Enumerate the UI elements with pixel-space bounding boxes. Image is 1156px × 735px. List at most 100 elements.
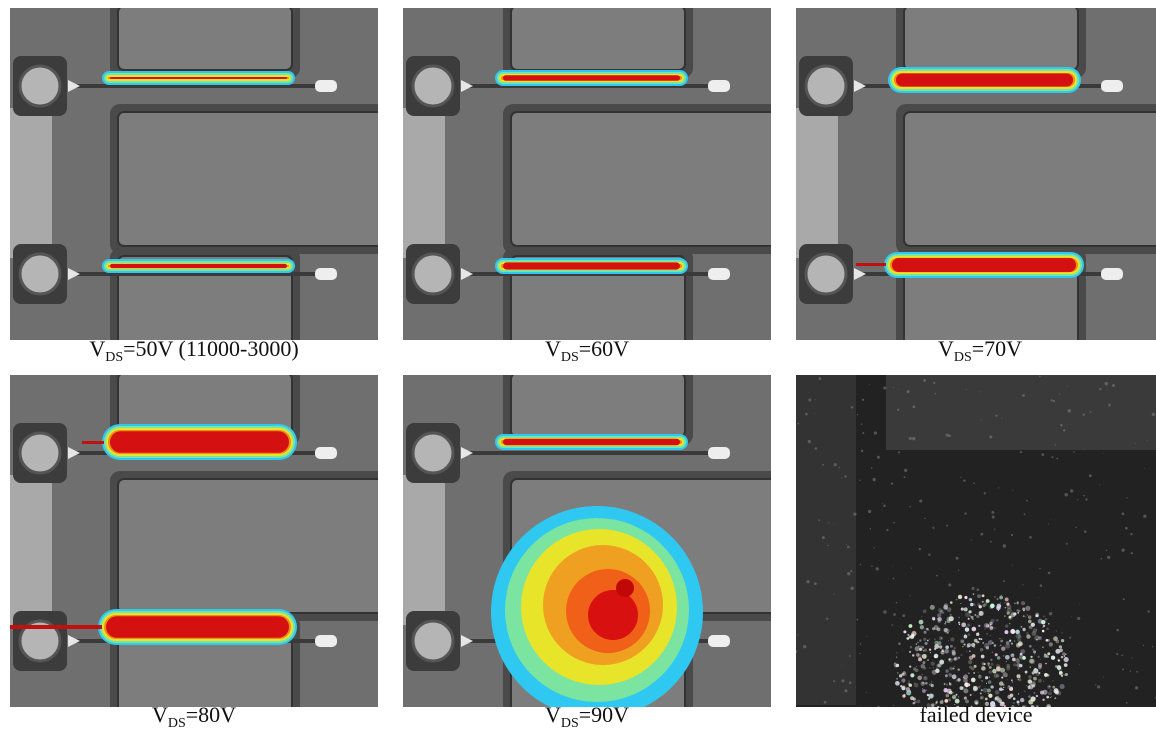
speckle [1122,512,1125,515]
speckle [1048,708,1049,709]
speckle [1060,424,1063,427]
speckle [983,688,988,693]
speckle [1044,673,1048,677]
speckle [926,690,927,691]
speckle [797,635,798,636]
speckle [988,625,990,627]
speckle [860,564,861,565]
speckle [833,524,834,525]
speckle [1013,697,1016,700]
contact [413,254,453,294]
speckle [960,639,964,643]
speckle [1079,603,1080,604]
speckle [949,616,954,621]
speckle [1028,695,1031,698]
speckle [1028,675,1031,678]
caption-value: =60V [579,336,629,361]
speckle [1147,440,1148,441]
speckle [923,631,926,634]
speckle [934,641,938,645]
speckle [1075,527,1076,528]
speckle [918,657,922,661]
speckle [1046,696,1049,699]
caption: failed device [920,702,1033,727]
speckle [1039,376,1041,378]
speckle [961,654,963,656]
speckle [1045,618,1047,620]
speckle [1034,653,1035,654]
speckle [930,605,935,610]
speckle [996,619,999,622]
speckle [844,475,846,477]
speckle [973,693,974,694]
speckle [861,450,863,452]
speckle [1002,684,1004,686]
speckle [822,464,824,466]
speckle [1107,556,1110,559]
speckle [956,557,959,560]
speckle [912,437,915,440]
emission-core [503,262,680,269]
speckle [967,683,970,686]
speckle [979,611,984,616]
contact [413,433,453,473]
speckle [949,673,951,675]
speckle [859,653,860,654]
speckle [997,656,1001,660]
speckle [1116,629,1119,632]
speckle [1001,687,1002,688]
speckle [1017,612,1019,614]
speckle [929,667,930,668]
speckle [1026,685,1027,686]
speckle [1056,640,1060,644]
speckle [990,685,993,688]
speckle [925,642,928,645]
speckle [1006,602,1009,605]
speckle [1143,515,1146,518]
speckle [1108,403,1110,405]
speckle [1038,619,1043,624]
speckle [1103,677,1104,678]
speckle [1045,709,1049,713]
speckle [1046,655,1049,658]
speckle [1056,630,1057,631]
speckle [984,643,989,648]
speckle [1004,630,1008,634]
speckle [969,650,971,652]
speckle [956,679,958,681]
speckle [883,504,886,507]
speckle [933,382,935,384]
speckle [991,663,994,666]
speckle [927,629,929,631]
speckle [861,423,863,425]
speckle [946,434,949,437]
speckle [891,482,893,484]
speckle [985,676,988,679]
speckle [981,420,982,421]
emission-blob [588,590,638,640]
speckle [1023,615,1025,617]
speckle [1022,584,1023,585]
speckle [954,647,956,649]
speckle [1061,656,1063,658]
speckle [994,596,995,597]
speckle [981,689,983,691]
speckle [994,528,995,529]
panel [795,375,1156,735]
speckle [929,684,931,686]
caption-value: =80V [186,702,236,727]
speckle [849,682,852,685]
speckle [1005,597,1009,601]
speckle [1047,652,1050,655]
speckle [1029,645,1032,648]
speckle [898,451,900,453]
speckle [1050,689,1051,690]
speckle [1135,443,1136,444]
speckle [986,633,987,634]
speckle [974,614,976,616]
speckle [1053,680,1054,681]
speckle [943,688,947,692]
speckle [1047,685,1051,689]
speckle [988,731,992,735]
speckle [968,660,972,664]
